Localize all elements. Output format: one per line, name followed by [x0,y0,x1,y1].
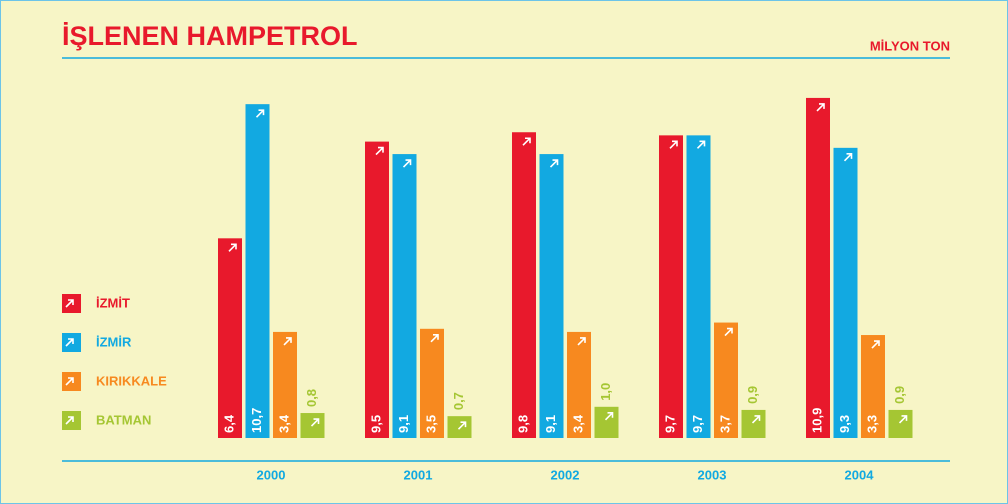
x-tick-label: 2000 [257,467,286,482]
bar [833,147,858,438]
legend-label: KIRIKKALE [96,373,167,388]
value-label: 9,7 [662,415,677,433]
bar-arrow [375,146,384,156]
value-label: 9,1 [543,415,558,433]
legend-swatch [62,294,81,313]
value-label: 1,0 [598,383,613,401]
bar [273,331,297,438]
bar-arrow [283,337,292,346]
value-label: 10,9 [809,408,824,433]
bar [539,154,564,438]
bar [512,132,536,439]
legend-swatch [62,372,81,391]
value-label: 0,8 [304,389,319,407]
value-label: 9,1 [396,415,411,433]
value-label: 10,7 [249,408,264,433]
value-label: 3,5 [423,415,438,433]
bar-arrow [522,137,531,146]
bar-arrow [577,337,586,346]
bar-arrow [430,334,439,343]
bar [392,154,417,438]
bar-arrow [724,327,733,337]
value-label: 0,9 [745,386,760,404]
value-label: 0,9 [892,386,907,404]
value-label: 9,5 [368,415,383,433]
x-tick-label: 2003 [698,467,727,482]
bar [218,238,242,438]
bar [365,141,389,438]
bar-arrow [898,415,908,424]
legend-label: İZMİR [96,334,132,349]
x-tick-label: 2001 [404,467,433,482]
x-tick-label: 2004 [845,467,875,482]
bar [861,335,885,438]
bar [245,104,270,438]
value-label: 3,7 [717,415,732,433]
bar-arrow [228,243,237,252]
legend-arrow [65,416,74,425]
bar-arrow [751,415,761,424]
value-label: 9,3 [837,415,852,433]
bar [714,322,738,438]
bar-arrow [402,159,412,168]
legend-swatch [62,333,81,352]
bar-arrow [871,340,880,349]
value-label: 9,8 [515,415,530,433]
bar-arrow [604,412,614,421]
legend-label: İZMİT [96,295,130,310]
bar [806,97,830,439]
value-label: 3,3 [864,415,879,433]
legend-arrow [65,338,74,347]
x-tick-label: 2002 [551,467,580,482]
bar [594,406,619,438]
value-label: 9,7 [690,415,705,433]
bar-arrow [549,159,559,168]
bar-arrow [310,418,320,427]
bar-arrow [696,140,706,149]
legend-swatch [62,411,81,430]
bar-arrow [816,103,825,112]
legend-arrow [65,377,74,386]
value-label: 3,4 [570,414,585,433]
value-label: 6,4 [221,414,236,433]
legend-arrow [65,299,74,308]
bar [659,135,683,439]
bar [741,409,766,438]
bar [686,135,711,439]
bar [567,331,591,438]
bar-arrow [843,153,853,162]
unit-label: MİLYON TON [870,38,950,53]
value-label: 3,4 [276,414,291,433]
bar-arrow [457,421,467,430]
value-label: 0,7 [451,392,466,410]
bar [888,409,913,438]
bar [420,328,444,438]
legend-label: BATMAN [96,412,151,427]
bar-arrow [669,140,678,149]
chart-title: İŞLENEN HAMPETROL [62,21,358,51]
bar-arrow [255,109,265,118]
